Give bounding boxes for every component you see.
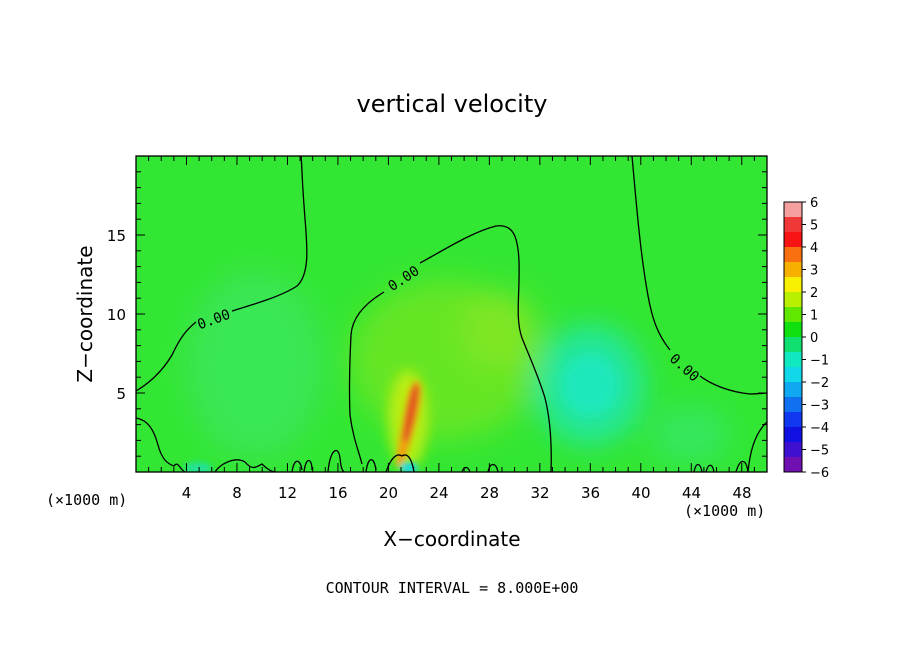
colorbar-label: −6 <box>810 466 829 481</box>
colorbar-label: 3 <box>810 264 818 279</box>
contour-zero-surface-west <box>136 417 186 472</box>
axis-ticks <box>136 156 767 472</box>
x-tick-label: 20 <box>379 484 398 502</box>
colorbar-swatch <box>784 202 802 218</box>
x-axis-label: X−coordinate <box>383 527 520 551</box>
field-region-cyan-east-low <box>650 405 730 465</box>
x-tick-label: 48 <box>732 484 751 502</box>
colorbar-label: −2 <box>810 376 829 391</box>
x-tick-label: 8 <box>232 484 242 502</box>
contour-zero-west <box>136 156 308 392</box>
colorbar-swatch <box>784 262 802 278</box>
contour-zero-center <box>348 225 552 472</box>
downdraft-surface-west <box>184 462 212 472</box>
colorbar-swatch <box>784 247 802 263</box>
colorbar-label: 6 <box>810 196 818 211</box>
y-tick-label: 10 <box>107 306 126 324</box>
x-unit-label: (×1000 m) <box>684 502 765 520</box>
contour-interval-note: CONTOUR INTERVAL = 8.000E+00 <box>326 579 579 597</box>
colorbar-swatch <box>784 217 802 233</box>
x-tick-label: 12 <box>278 484 297 502</box>
field-region-warm-right <box>460 290 540 370</box>
x-tick-label: 28 <box>480 484 499 502</box>
y-unit-label: (×1000 m) <box>46 491 127 509</box>
field-region-cyan-core <box>562 355 618 415</box>
colorbar-ticks <box>802 201 806 473</box>
colorbar-label: 1 <box>810 309 818 324</box>
colorbar-swatch <box>784 337 802 353</box>
colorbar-swatch <box>784 367 802 383</box>
x-tick-label: 44 <box>682 484 701 502</box>
colorbar-swatches <box>784 202 802 473</box>
plot-area: 0.00 0.00 0.00 <box>136 156 767 472</box>
colorbar-swatch <box>784 292 802 308</box>
chart-title: vertical velocity <box>357 90 548 118</box>
colorbar-swatch <box>784 352 802 368</box>
colorbar-swatch <box>784 427 802 443</box>
colorbar-label: 4 <box>810 241 818 256</box>
colorbar-label: 5 <box>810 219 818 234</box>
colorbar-swatch <box>784 232 802 248</box>
contour-zero-surface-center <box>214 449 415 472</box>
colorbar-swatch <box>784 307 802 323</box>
x-tick-labels: 4 8 12 16 20 24 28 32 36 40 44 48 <box>182 484 752 502</box>
colorbar-swatch <box>784 457 802 473</box>
updraft-core-red <box>403 384 419 442</box>
colorbar: 6 5 4 3 2 1 0 −1 −2 −3 −4 −5 −6 <box>783 196 829 481</box>
colorbar-label: 2 <box>810 286 818 301</box>
colorbar-labels: 6 5 4 3 2 1 0 −1 −2 −3 −4 −5 −6 <box>810 196 829 481</box>
x-tick-label: 16 <box>328 484 347 502</box>
colorbar-swatch <box>784 442 802 458</box>
colorbar-label: −3 <box>810 399 829 414</box>
colorbar-label: −1 <box>810 354 829 369</box>
y-tick-labels: 5 10 15 <box>107 227 126 403</box>
colorbar-swatch <box>784 322 802 338</box>
contour-zero-surface-east <box>461 421 767 472</box>
x-tick-label: 4 <box>182 484 192 502</box>
colorbar-swatch <box>784 277 802 293</box>
colorbar-swatch <box>784 412 802 428</box>
colorbar-label: −5 <box>810 444 829 459</box>
x-tick-label: 40 <box>631 484 650 502</box>
y-axis-label: Z−coordinate <box>73 245 97 382</box>
colorbar-swatch <box>784 397 802 413</box>
x-tick-label: 24 <box>429 484 448 502</box>
y-tick-label: 15 <box>107 227 126 245</box>
contour-lines <box>136 156 767 472</box>
x-tick-label: 36 <box>581 484 600 502</box>
field-region-light-west <box>185 270 325 460</box>
colorbar-label: 0 <box>810 331 818 346</box>
colorbar-label: −4 <box>810 421 829 436</box>
x-tick-label: 32 <box>530 484 549 502</box>
colorbar-swatch <box>784 382 802 398</box>
y-tick-label: 5 <box>116 385 126 403</box>
